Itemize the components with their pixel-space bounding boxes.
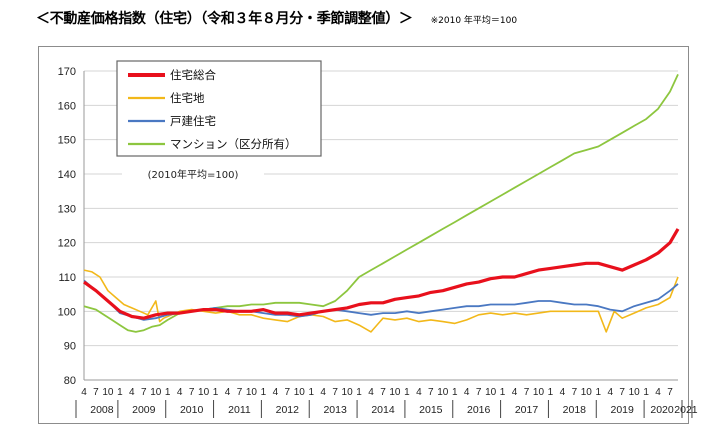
- y-tick-label-120: 120: [58, 238, 76, 250]
- x-month-tick-2017-4: 4: [512, 387, 518, 398]
- x-month-tick-2012-10: 10: [294, 387, 306, 398]
- x-month-tick-2019-10: 10: [629, 387, 641, 398]
- x-year-label-2012: 2012: [276, 404, 300, 416]
- x-month-tick-2010-1: 1: [213, 387, 219, 398]
- y-tick-label-130: 130: [58, 203, 76, 215]
- x-month-tick-2015-4: 4: [416, 387, 422, 398]
- x-month-tick-2013-10: 10: [342, 387, 354, 398]
- x-month-tick-2016-7: 7: [476, 387, 482, 398]
- x-month-tick-2012-1: 1: [308, 387, 314, 398]
- x-month-tick-2018-10: 10: [581, 387, 593, 398]
- x-month-tick-2011-7: 7: [237, 387, 243, 398]
- legend-label-3: マンション（区分所有）: [170, 137, 297, 151]
- x-month-tick-2015-10: 10: [437, 387, 449, 398]
- x-year-label-2014: 2014: [371, 404, 395, 416]
- x-year-label-2013: 2013: [323, 404, 347, 416]
- x-month-tick-2014-4: 4: [368, 387, 374, 398]
- y-tick-label-100: 100: [58, 306, 76, 318]
- x-month-tick-2017-10: 10: [533, 387, 545, 398]
- y-tick-label-170: 170: [58, 66, 76, 78]
- x-month-tick-2011-1: 1: [261, 387, 267, 398]
- x-month-tick-2015-7: 7: [428, 387, 434, 398]
- x-month-tick-2013-7: 7: [332, 387, 338, 398]
- annotation-base-year: (2010年平均=100): [148, 168, 239, 181]
- x-month-tick-2017-1: 1: [548, 387, 554, 398]
- base-year-note: ※2010 年平均＝100: [430, 16, 518, 26]
- x-month-tick-2011-10: 10: [246, 387, 258, 398]
- x-month-tick-2012-7: 7: [285, 387, 291, 398]
- x-month-tick-2016-10: 10: [485, 387, 497, 398]
- y-tick-label-80: 80: [64, 375, 76, 387]
- y-tick-label-140: 140: [58, 169, 76, 181]
- x-month-tick-2010-10: 10: [198, 387, 210, 398]
- x-month-tick-2019-1: 1: [643, 387, 649, 398]
- x-year-label-2011: 2011: [228, 404, 251, 416]
- x-year-label-2009: 2009: [132, 404, 156, 416]
- y-tick-label-90: 90: [64, 341, 76, 353]
- x-year-label-2021: 2021: [674, 404, 698, 416]
- series-line-1: [83, 269, 679, 333]
- x-month-tick-2008-1: 1: [117, 387, 123, 398]
- y-tick-label-160: 160: [58, 100, 76, 112]
- x-year-label-2020: 2020: [650, 404, 674, 416]
- x-month-tick-2011-4: 4: [225, 387, 231, 398]
- x-year-label-2018: 2018: [563, 404, 587, 416]
- x-month-tick-2008-10: 10: [102, 387, 114, 398]
- x-month-tick-2016-1: 1: [500, 387, 506, 398]
- x-year-label-2008: 2008: [90, 404, 114, 416]
- x-month-tick-2010-4: 4: [177, 387, 183, 398]
- x-year-label-2017: 2017: [515, 404, 539, 416]
- x-month-tick-2015-1: 1: [452, 387, 458, 398]
- x-month-tick-2013-4: 4: [320, 387, 326, 398]
- x-month-tick-2018-1: 1: [595, 387, 601, 398]
- x-month-tick-2009-10: 10: [150, 387, 162, 398]
- x-month-tick-2014-1: 1: [404, 387, 410, 398]
- x-month-tick-2008-7: 7: [93, 387, 99, 398]
- series-line-0: [83, 228, 680, 320]
- x-month-tick-2013-1: 1: [356, 387, 362, 398]
- y-tick-label-150: 150: [58, 135, 76, 147]
- x-year-label-2019: 2019: [611, 404, 635, 416]
- x-month-tick-2020-4: 4: [655, 387, 661, 398]
- x-month-tick-2010-7: 7: [189, 387, 195, 398]
- y-tick-label-110: 110: [58, 272, 76, 284]
- annotation-mask: [122, 166, 264, 182]
- x-month-tick-2014-10: 10: [389, 387, 401, 398]
- x-month-tick-2016-4: 4: [464, 387, 470, 398]
- legend-label-0: 住宅総合: [170, 68, 216, 82]
- series-line-3: [83, 74, 679, 333]
- x-year-label-2010: 2010: [180, 404, 204, 416]
- x-year-label-2015: 2015: [419, 404, 443, 416]
- x-month-tick-2018-7: 7: [572, 387, 578, 398]
- x-month-tick-2018-4: 4: [560, 387, 566, 398]
- x-month-tick-2020-7: 7: [667, 387, 673, 398]
- x-year-label-2016: 2016: [467, 404, 491, 416]
- x-month-tick-2009-7: 7: [141, 387, 147, 398]
- chart-title: ＜不動産価格指数（住宅）（令和３年８月分・季節調整値）＞: [36, 11, 413, 27]
- x-month-tick-2017-7: 7: [524, 387, 530, 398]
- legend-label-1: 住宅地: [170, 91, 205, 105]
- x-month-tick-2008-4: 4: [81, 387, 87, 398]
- x-month-tick-2009-1: 1: [165, 387, 171, 398]
- legend-label-2: 戸建住宅: [170, 114, 216, 128]
- x-month-tick-2012-4: 4: [273, 387, 279, 398]
- chart-heading: ＜不動産価格指数（住宅）（令和３年８月分・季節調整値）＞ ※2010 年平均＝1…: [36, 8, 517, 28]
- x-month-tick-2009-4: 4: [129, 387, 135, 398]
- x-month-tick-2014-7: 7: [380, 387, 386, 398]
- x-month-tick-2019-7: 7: [619, 387, 625, 398]
- x-month-tick-2019-4: 4: [607, 387, 613, 398]
